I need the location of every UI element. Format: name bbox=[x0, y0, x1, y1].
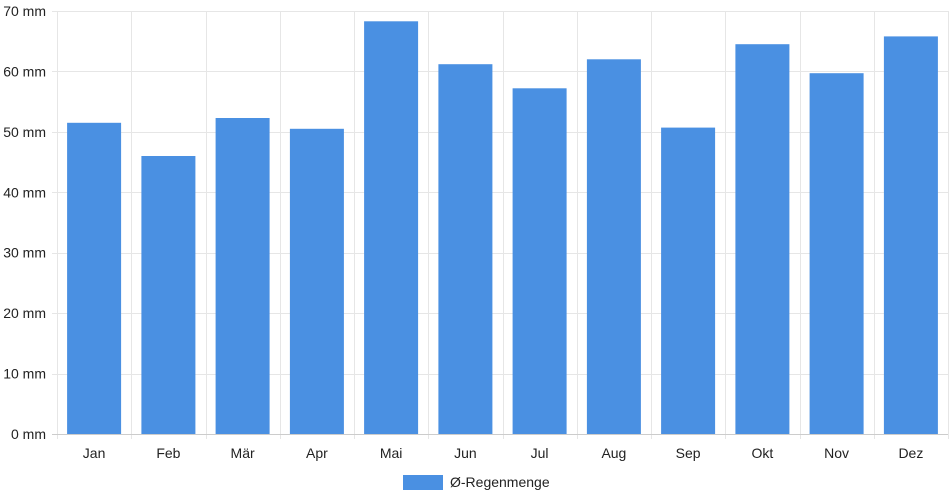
x-tick-label-Okt: Okt bbox=[752, 445, 774, 461]
y-tick-label-5: 50 mm bbox=[3, 124, 46, 140]
bar-Jun[interactable] bbox=[438, 64, 493, 434]
x-tick-label-Jul: Jul bbox=[531, 445, 549, 461]
legend-swatch[interactable] bbox=[403, 475, 443, 490]
x-tick-label-Apr: Apr bbox=[306, 445, 328, 461]
bar-Sep[interactable] bbox=[661, 127, 716, 434]
x-axis-tick-labels: Jan Feb Mär Apr Mai Jun Jul Aug Sep Okt Nov Dez bbox=[83, 445, 924, 461]
x-tick-label-Mär: Mär bbox=[231, 445, 255, 461]
bar-Okt[interactable] bbox=[735, 44, 790, 434]
x-tick-label-Jun: Jun bbox=[454, 445, 477, 461]
bar-Aug[interactable] bbox=[586, 59, 641, 435]
x-tick-label-Jan: Jan bbox=[83, 445, 106, 461]
y-tick-label-3: 30 mm bbox=[3, 245, 46, 261]
bar-Nov[interactable] bbox=[809, 73, 864, 434]
bar-Mär[interactable] bbox=[215, 118, 270, 434]
legend[interactable]: Ø-Regenmenge bbox=[403, 474, 550, 490]
y-tick-label-7: 70 mm bbox=[3, 3, 46, 19]
x-tick-label-Sep: Sep bbox=[676, 445, 701, 461]
legend-label[interactable]: Ø-Regenmenge bbox=[450, 474, 550, 490]
bar-Jul[interactable] bbox=[512, 88, 567, 435]
bar-Dez[interactable] bbox=[883, 36, 938, 435]
x-tick-label-Aug: Aug bbox=[601, 445, 626, 461]
y-tick-label-1: 10 mm bbox=[3, 366, 46, 382]
x-tick-label-Feb: Feb bbox=[156, 445, 180, 461]
y-tick-label-0: 0 mm bbox=[11, 426, 46, 442]
x-tick-label-Mai: Mai bbox=[380, 445, 403, 461]
grid-lines bbox=[52, 11, 949, 439]
y-tick-label-4: 40 mm bbox=[3, 184, 46, 200]
bar-Mai[interactable] bbox=[364, 21, 419, 435]
x-tick-label-Dez: Dez bbox=[898, 445, 923, 461]
bar-series bbox=[67, 21, 938, 435]
y-tick-label-2: 20 mm bbox=[3, 305, 46, 321]
x-tick-label-Nov: Nov bbox=[824, 445, 849, 461]
y-tick-label-6: 60 mm bbox=[3, 63, 46, 79]
y-axis-tick-labels: 0 mm 10 mm 20 mm 30 mm 40 mm 50 mm 60 mm 70 mm bbox=[3, 3, 46, 442]
bar-Jan[interactable] bbox=[67, 122, 122, 435]
bar-Apr[interactable] bbox=[289, 128, 344, 435]
bar-Feb[interactable] bbox=[141, 156, 196, 434]
